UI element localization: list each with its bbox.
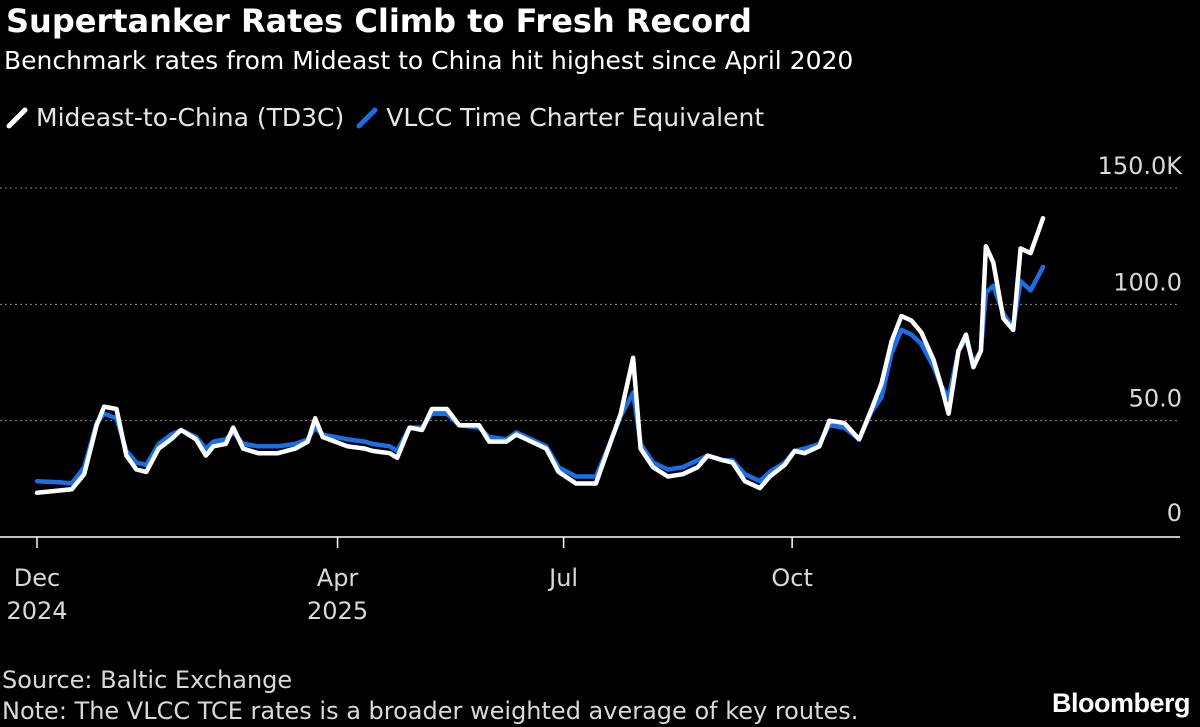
x-tick-year-1: 2025 [307,597,368,625]
y-tick-label-3: 150.0K [1098,152,1184,180]
y-tick-label-1: 50.0 [1129,385,1182,413]
legend-label-td3c: Mideast-to-China (TD3C) [36,103,345,132]
legend: Mideast-to-China (TD3C) VLCC Time Charte… [6,103,776,132]
legend-item-vlcc: VLCC Time Charter Equivalent [356,103,764,132]
legend-swatch-td3c [6,107,28,128]
x-tick-label-0: Dec [14,564,60,592]
y-tick-label-0: 0 [1167,499,1182,527]
series-line-vlcc [34,264,1046,486]
legend-label-vlcc: VLCC Time Charter Equivalent [386,103,765,132]
x-tick-label-3: Oct [771,564,813,592]
series-line-td3c [34,215,1046,496]
chart-title: Supertanker Rates Climb to Fresh Record [6,2,752,40]
bloomberg-logo: Bloomberg [1051,688,1191,718]
x-tick-label-1: Apr [317,564,359,592]
line-chart: 0 50.0 100.0 150.0K Dec 2024 Apr 2025 Jul Oct [0,152,1184,625]
x-tick-year-0: 2024 [6,597,67,625]
y-tick-label-2: 100.0 [1113,268,1182,296]
chart-subtitle: Benchmark rates from Mideast to China hi… [4,46,854,75]
x-tick-label-2: Jul [547,564,578,592]
legend-item-td3c: Mideast-to-China (TD3C) [6,103,344,132]
source-note: Source: Baltic Exchange [2,666,293,694]
legend-swatch-vlcc [356,107,378,128]
footnote: Note: The VLCC TCE rates is a broader we… [2,697,859,725]
